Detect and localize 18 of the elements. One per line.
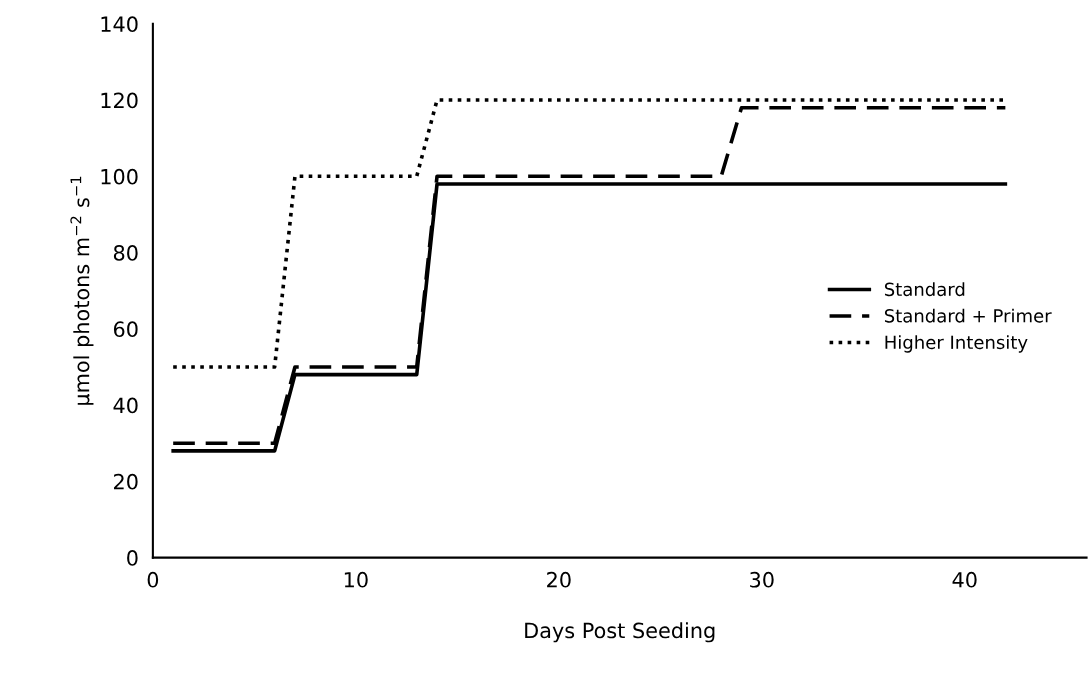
y-tick-label: 100 — [101, 168, 138, 185]
x-axis-title: Days Post Seeding — [525, 622, 715, 643]
legend-label: Standard + Primer — [884, 308, 1052, 323]
y-tick-label: 40 — [113, 397, 138, 414]
legend-label: Standard — [884, 282, 965, 297]
y-tick-label: 60 — [113, 321, 138, 338]
x-tick-label: 20 — [547, 571, 571, 588]
x-tick-label: 10 — [344, 571, 368, 588]
y-axis-title: µmol photons m$^{−2}$ s$^{−1}$ — [70, 176, 94, 405]
y-tick-label: 80 — [113, 245, 138, 261]
y-tick-label: 0 — [127, 550, 138, 566]
legend-label: Higher Intensity — [885, 335, 1028, 353]
y-tick-label: 140 — [101, 16, 138, 33]
y-tick-label: 120 — [101, 92, 138, 109]
x-tick-label: 0 — [147, 571, 159, 588]
x-tick-label: 40 — [952, 571, 977, 588]
y-tick-label: 20 — [114, 473, 138, 490]
x-tick-label: 30 — [750, 571, 774, 588]
